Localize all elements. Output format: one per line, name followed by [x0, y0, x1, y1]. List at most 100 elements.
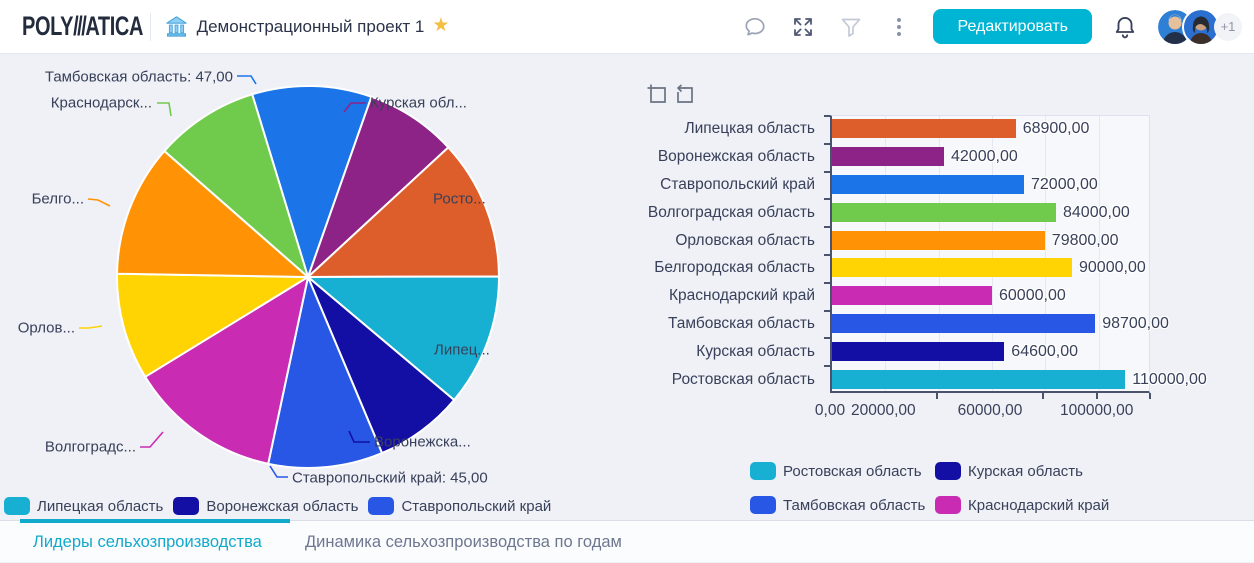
- bar[interactable]: Краснодарский край: [832, 286, 992, 306]
- gridline: [938, 116, 940, 391]
- bar[interactable]: Орловская область: [832, 230, 1045, 250]
- fullscreen-icon[interactable]: [791, 15, 815, 39]
- gridline: [992, 116, 993, 391]
- logo-text: ATICA: [85, 11, 144, 41]
- tab-dynamics[interactable]: Динамика сельхозпроизводства по годам: [305, 532, 622, 551]
- bar-legend-row-2: Тамбовская область Краснодарский край: [750, 496, 1120, 514]
- favorite-star-icon[interactable]: ★: [432, 15, 450, 36]
- comment-icon[interactable]: [743, 15, 767, 39]
- y-axis-tick: [824, 226, 830, 229]
- undo-selection-icon[interactable]: [673, 83, 695, 105]
- bar-category-label: Краснодарский край: [669, 287, 815, 305]
- y-axis-tick: [824, 115, 830, 117]
- pie-slice-label: Курская обл...: [370, 95, 467, 112]
- legend-item[interactable]: Краснодарский край: [935, 496, 1120, 514]
- bar[interactable]: Ставропольский край: [832, 175, 1024, 194]
- bar-category-label: Липецкая область: [684, 120, 815, 138]
- extra-users-badge[interactable]: +1: [1214, 12, 1242, 41]
- pie-callout-line: [237, 75, 257, 85]
- tab-leaders[interactable]: Лидеры сельхозпроизводства: [33, 532, 262, 551]
- zoom-selection-icon[interactable]: [646, 83, 668, 105]
- bar[interactable]: Ростовская область: [832, 369, 1126, 389]
- pie-slice[interactable]: Волгоградская область: [143, 274, 310, 465]
- legend-item[interactable]: Воронежская область: [173, 497, 358, 515]
- bar-category-label: Белгородская область: [654, 259, 815, 277]
- bar[interactable]: Волгоградская область: [832, 202, 1056, 222]
- pie-callout-line: [409, 199, 429, 207]
- bar-category-label: Волгоградская область: [647, 203, 815, 221]
- bar[interactable]: Курская область: [832, 341, 1005, 361]
- bar-value-label: 110000,00: [1132, 370, 1207, 388]
- legend-swatch: [368, 497, 395, 515]
- x-axis-tick: [935, 393, 938, 399]
- logo-text: POLY: [22, 11, 74, 41]
- polymatica-logo[interactable]: POLY///ATICA: [22, 11, 143, 42]
- legend-item[interactable]: Ставропольский край: [368, 497, 551, 515]
- pie-slice[interactable]: Липецкая область: [305, 275, 501, 402]
- pie-slice[interactable]: Орловская область: [115, 272, 312, 379]
- legend-item[interactable]: Тамбовская область: [750, 496, 935, 514]
- legend-item[interactable]: Курская область: [935, 462, 1120, 480]
- x-axis-tick-label: 100000,00: [1060, 402, 1134, 419]
- pie-callout-line: [140, 431, 164, 448]
- legend-label: Воронежская область: [206, 497, 359, 515]
- bar[interactable]: Липецкая область: [832, 119, 1016, 139]
- legend-swatch: [173, 497, 200, 515]
- bar[interactable]: Воронежская область: [832, 147, 944, 167]
- pie-callout-line: [79, 325, 103, 329]
- pie-slice-label: Росто...: [433, 191, 486, 208]
- bar-category-label: Ставропольский край: [660, 176, 815, 193]
- pie-slice[interactable]: Тамбовская область: [250, 84, 373, 281]
- legend-swatch: [935, 496, 961, 514]
- bar-category-label: Орловская область: [675, 231, 815, 249]
- bar-value-label: 84000,00: [1063, 203, 1130, 221]
- bar[interactable]: Тамбовская область: [832, 314, 1096, 333]
- pie-slice-label: Липец...: [434, 342, 490, 359]
- legend-label: Ростовская область: [783, 462, 922, 480]
- bar-value-label: 64600,00: [1011, 342, 1079, 360]
- legend-label: Ставропольский край: [401, 497, 552, 515]
- legend-item[interactable]: Ростовская область: [750, 462, 935, 480]
- bar-value-label: 60000,00: [999, 287, 1066, 305]
- bar-value-label: 90000,00: [1079, 259, 1146, 277]
- bar-value-label: 98700,00: [1102, 315, 1169, 332]
- y-axis-tick: [824, 281, 830, 284]
- x-axis-tick: [1042, 393, 1045, 399]
- y-axis-tick: [824, 142, 830, 145]
- avatar-user-1[interactable]: [1158, 9, 1192, 44]
- project-building-icon: [165, 16, 187, 37]
- legend-label: Липецкая область: [37, 497, 164, 515]
- bar-category-label: Ростовская область: [671, 370, 815, 388]
- bar[interactable]: Белгородская область: [832, 258, 1072, 278]
- filter-icon[interactable]: [839, 15, 863, 39]
- bar-value-label: 42000,00: [951, 148, 1018, 166]
- y-axis-tick: [824, 254, 830, 256]
- edit-button[interactable]: Редактировать: [933, 9, 1092, 44]
- pie-slice[interactable]: Белгородская область: [115, 149, 311, 279]
- legend-swatch: [750, 462, 776, 480]
- pie-slice[interactable]: Ростовская область: [305, 145, 501, 279]
- sheet-tabbar: Лидеры сельхозпроизводства Динамика сель…: [0, 519, 1254, 562]
- bar-chart: Липецкая область Липецкая область 68900,00…: [640, 54, 1254, 520]
- kebab-menu-icon[interactable]: [887, 15, 911, 39]
- avatar-user-2[interactable]: [1184, 9, 1218, 44]
- pie-slice-label: Орлов...: [18, 320, 75, 337]
- pie-slice-label: Краснодарск...: [51, 95, 152, 112]
- pie-slice[interactable]: Краснодарский край: [162, 93, 310, 281]
- pie-slice[interactable]: Ставропольский край: [267, 273, 384, 469]
- pie-slice[interactable]: Курская область: [307, 95, 450, 278]
- legend-item[interactable]: Липецкая область: [4, 497, 163, 515]
- y-axis-tick: [824, 309, 830, 312]
- legend-label: Тамбовская область: [783, 496, 926, 514]
- bar-category-label: Тамбовская область: [667, 315, 815, 332]
- gridline: [1098, 116, 1100, 391]
- bar-value-label: 68900,00: [1022, 120, 1090, 138]
- active-tab-indicator: [20, 519, 290, 523]
- notifications-bell-icon[interactable]: [1112, 14, 1138, 40]
- legend-label: Краснодарский край: [968, 496, 1110, 514]
- bar-chart-panel: Липецкая область Липецкая область 68900,00…: [640, 54, 1254, 520]
